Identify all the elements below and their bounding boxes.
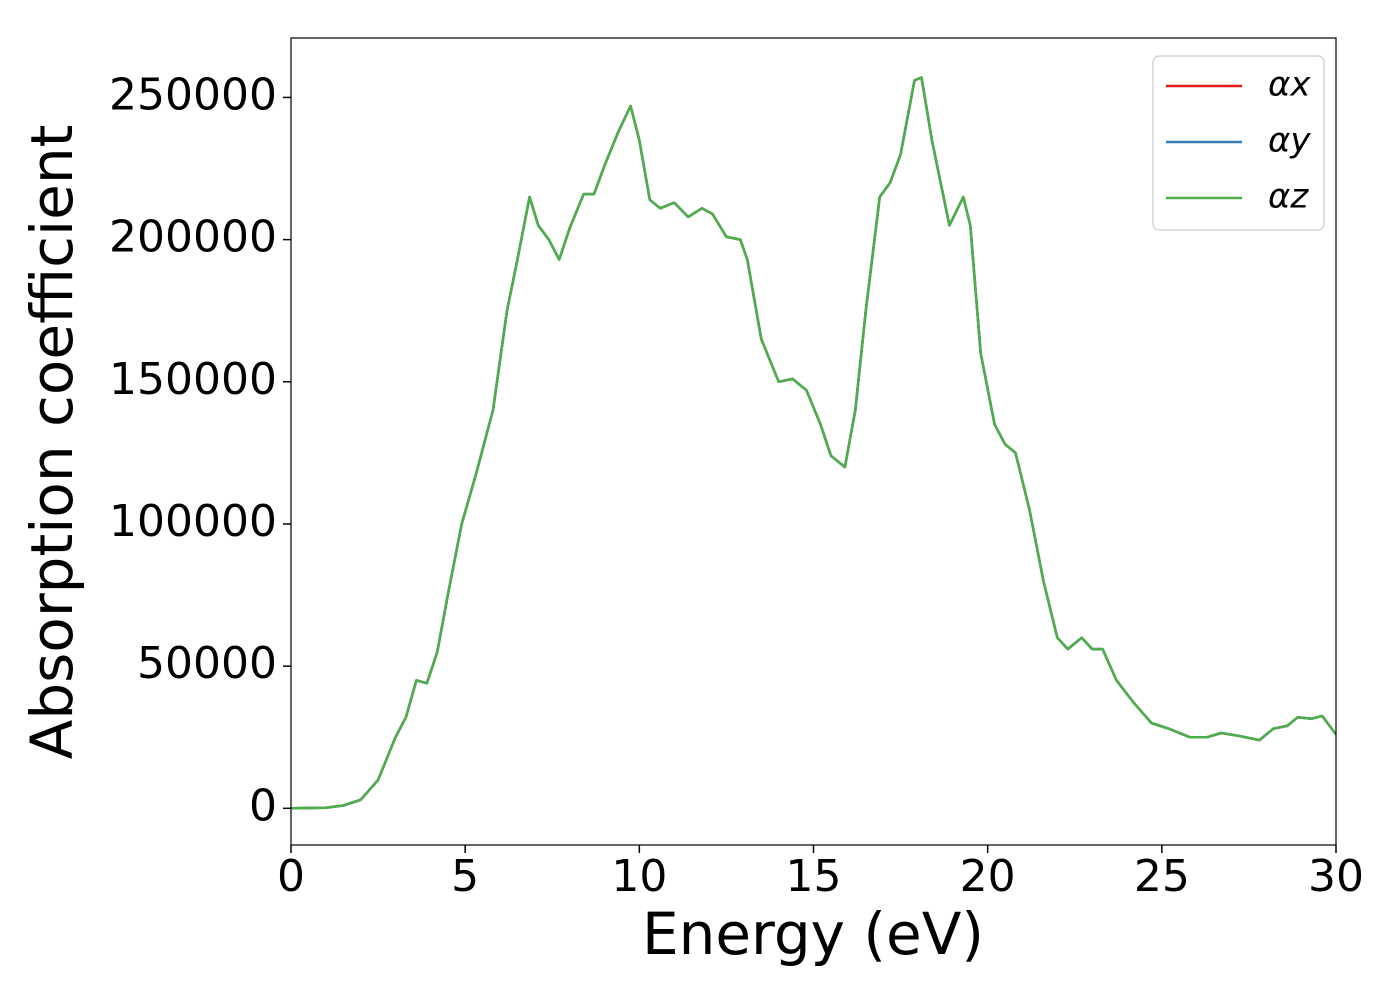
y-tick-label: 0 [249,780,277,831]
legend-label: αx [1268,65,1311,105]
x-tick-label: 25 [1134,851,1190,902]
legend-label: αy [1268,121,1311,161]
y-axis-label: Absorption coefficient [18,125,86,760]
x-tick-label: 30 [1308,851,1364,902]
x-tick-label: 0 [277,851,305,902]
legend-label: αz [1268,177,1309,217]
y-tick-label: 200000 [109,212,277,263]
x-tick-label: 5 [451,851,479,902]
y-tick-label: 100000 [109,496,277,547]
x-tick-label: 15 [786,851,842,902]
x-axis-label: Energy (eV) [642,900,984,968]
x-tick-label: 20 [960,851,1016,902]
y-tick-label: 50000 [137,638,277,689]
plot-frame [290,37,1337,846]
x-tick-label: 10 [611,851,667,902]
y-tick-label: 250000 [109,69,277,120]
y-tick-label: 150000 [109,354,277,405]
line-series [291,76,1336,810]
